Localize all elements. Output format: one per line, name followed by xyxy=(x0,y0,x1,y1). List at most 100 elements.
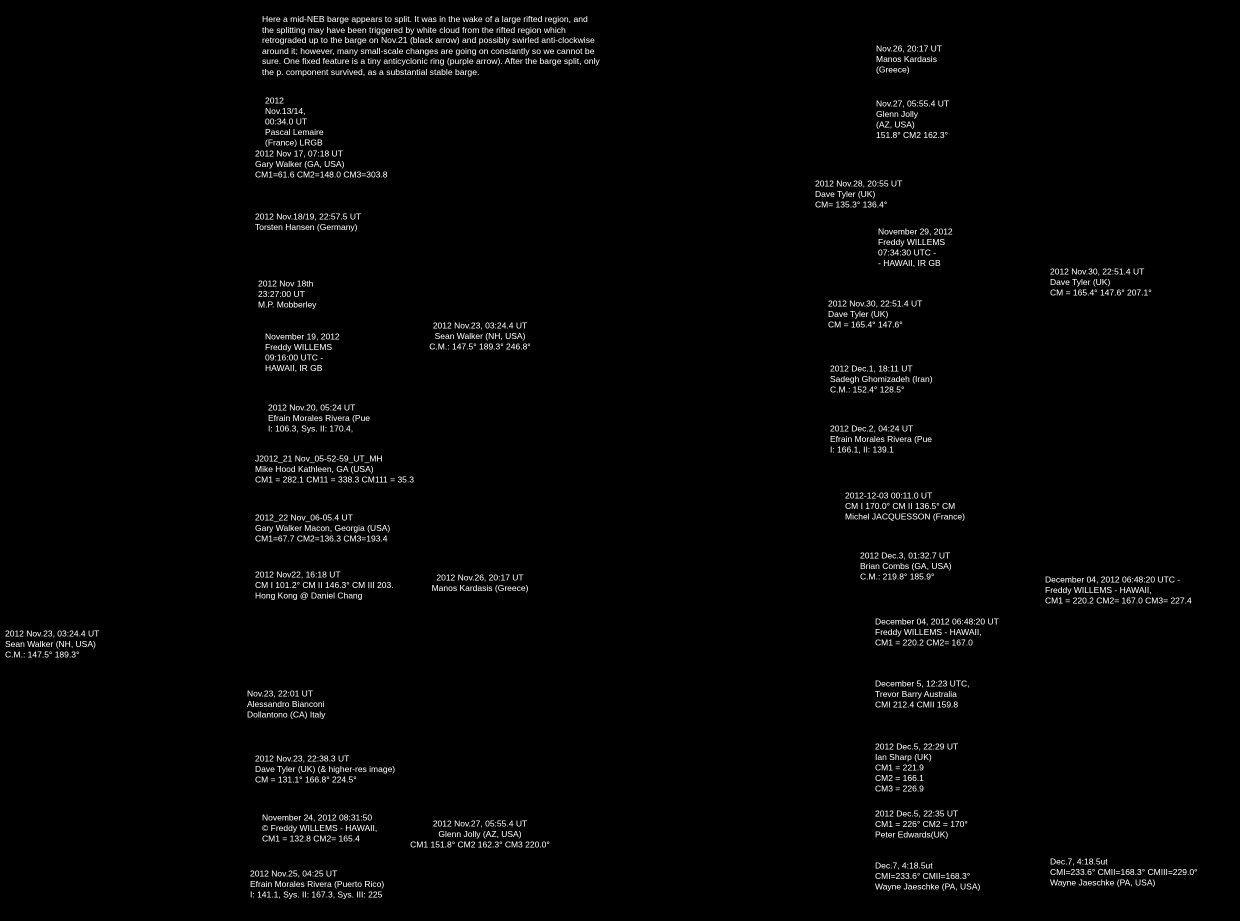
caption-line: 2012_22 Nov_06-05.4 UT xyxy=(255,512,353,522)
caption-line: 2012 xyxy=(265,95,284,105)
caption-line: Freddy WILLEMS - HAWAII, xyxy=(1045,585,1152,595)
caption-line: Dec.7, 4:18.5ut xyxy=(875,860,933,870)
caption-line: Sean Walker (NH, USA) xyxy=(5,639,96,649)
caption-line: C.M.: 219.8° 185.9° xyxy=(860,571,934,581)
caption-line: CM I 170.0° CM II 136.5° CM xyxy=(845,501,955,511)
caption-line: 2012 Nov 18th xyxy=(258,278,314,288)
caption-line: Michel JACQUESSON (France) xyxy=(845,511,965,521)
caption-line: Nov.23, 22:01 UT xyxy=(247,688,313,698)
caption-line: 2012 Nov.23, 03:24.4 UT xyxy=(433,320,527,330)
caption-line: Dave Tyler (UK) (& higher-res image) xyxy=(255,764,395,774)
caption-line: Dave Tyler (UK) xyxy=(815,189,875,199)
caption-line: Manos Kardasis xyxy=(876,54,937,64)
caption-line: 2012 Dec.1, 18:11 UT xyxy=(830,363,913,373)
caption-line: 2012 Nov22, 16:18 UT xyxy=(255,569,341,579)
caption-line: C.M.: 147.5° 189.3° 246.8° xyxy=(429,341,530,351)
caption-line: Freddy WILLEMS - HAWAII, xyxy=(875,627,982,637)
caption-line: CMI 212.4 CMII 159.8 xyxy=(875,699,958,709)
caption-line: CM1=67.7 CM2=136.3 CM3=193.4 xyxy=(255,533,388,543)
caption-line: Efrain Morales Rivera (Pue xyxy=(830,434,932,444)
caption-line: 2012 Nov.27, 05:55.4 UT xyxy=(433,818,527,828)
caption-line: Nov.27, 05:55.4 UT xyxy=(876,98,949,108)
caption-line: C.M.: 152.4° 128.5° xyxy=(830,384,904,394)
caption-line: Dollantono (CA) Italy xyxy=(247,709,326,719)
caption-line: 2012 Nov.23, 03:24.4 UT xyxy=(5,628,99,638)
caption-line: 2012 Nov.18/19, 22:57.5 UT xyxy=(255,211,361,221)
caption-line: CM = 131.1° 166.8° 224.5° xyxy=(255,774,357,784)
caption-line: 2012 Dec.5, 22:35 UT xyxy=(875,808,958,818)
caption-line: 2012 Nov.23, 22:38.3 UT xyxy=(255,753,349,763)
caption-line: (France) LRGB xyxy=(265,137,323,147)
caption-line: M.P. Mobberley xyxy=(258,299,317,309)
caption-line: CM1 = 226° CM2 = 170° xyxy=(875,819,968,829)
caption-line: J2012_21 Nov_05-52-59_UT_MH xyxy=(255,453,383,463)
caption-line: November 29, 2012 xyxy=(878,226,953,236)
caption-line: 2012 Nov.26, 20:17 UT xyxy=(436,572,523,582)
caption-line: CM2 = 166.1 xyxy=(875,773,924,783)
caption-line: 2012 Nov.30, 22:51.4 UT xyxy=(1050,266,1144,276)
caption-line: Mike Hood Kathleen, GA (USA) xyxy=(255,464,374,474)
caption-line: Wayne Jaeschke (PA, USA) xyxy=(1050,877,1156,887)
caption-line: November 24, 2012 08:31:50 xyxy=(262,812,372,822)
caption-line: CM1=61.6 CM2=148.0 CM3=303.8 xyxy=(255,169,388,179)
caption-line: 2012 Nov.25, 04:25 UT xyxy=(250,868,337,878)
caption-line: 2012 Nov.30, 22:51.4 UT xyxy=(828,298,922,308)
caption-line: 23:27:00 UT xyxy=(258,289,305,299)
caption-line: (Greece) xyxy=(876,64,910,74)
caption-line: CM= 135.3° 136.4° xyxy=(815,199,887,209)
caption-line: December 04, 2012 06:48:20 UTC - xyxy=(1045,574,1180,584)
caption-line: Sean Walker (NH, USA) xyxy=(435,331,526,341)
caption-line: CM1 151.8° CM2 162.3° CM3 220.0° xyxy=(410,839,550,849)
caption-line: 2012 Nov 17, 07:18 UT xyxy=(255,148,343,158)
caption-line: Manos Kardasis (Greece) xyxy=(432,583,529,593)
caption-line: 09:16:00 UTC - xyxy=(265,352,323,362)
caption-line: Sadegh Ghomizadeh (Iran) xyxy=(830,374,933,384)
caption-line: Hong Kong @ Daniel Chang xyxy=(255,590,363,600)
caption-line: CM1 = 282.1 CM11 = 338.3 CM111 = 35.3 xyxy=(255,474,414,484)
caption-line: CM1 = 220.2 CM2= 167.0 CM3= 227.4 xyxy=(1045,595,1192,605)
caption-line: CM1 = 220.2 CM2= 167.0 xyxy=(875,637,973,647)
caption-line: Gary Walker Macon, Georgia (USA) xyxy=(255,523,390,533)
caption-line: CM3 = 226.9 xyxy=(875,783,924,793)
caption-line: CMI=233.6° CMII=168.3° xyxy=(875,871,970,881)
caption-line: Freddy WILLEMS xyxy=(878,237,945,247)
intro-text: Here a mid-NEB barge appears to split. I… xyxy=(262,14,600,77)
caption-line: Alessandro Bianconi xyxy=(247,699,325,709)
caption-line: CM = 165.4° 147.6° 207.1° xyxy=(1050,287,1152,297)
caption-line: 00:34.0 UT xyxy=(265,116,307,126)
caption-line: (AZ, USA) xyxy=(876,119,915,129)
caption-line: Wayne Jaeschke (PA, USA) xyxy=(875,881,981,891)
caption-line: CMI=233.6° CMII=168.3° CMIII=229.0° xyxy=(1050,867,1197,877)
caption-line: C.M.: 147.5° 189.3° xyxy=(5,649,79,659)
caption-line: Trevor Barry Australia xyxy=(875,689,957,699)
caption-line: December 5, 12:23 UTC, xyxy=(875,678,969,688)
caption-line: Glenn Jolly xyxy=(876,109,919,119)
caption-line: Torsten Hansen (Germany) xyxy=(255,222,358,232)
caption-line: Brian Combs (GA, USA) xyxy=(860,561,952,571)
caption-line: CM I 101.2° CM II 146.3° CM III 203. xyxy=(255,580,394,590)
caption-line: CM1 = 221.9 xyxy=(875,762,924,772)
caption-line: Gary Walker (GA, USA) xyxy=(255,159,345,169)
caption-line: I: 166.1, II: 139.1 xyxy=(830,444,894,454)
caption-line: Glenn Jolly (AZ, USA) xyxy=(438,829,521,839)
caption-line: HAWAII, IR GB xyxy=(265,363,323,373)
caption-line: Dave Tyler (UK) xyxy=(828,309,888,319)
caption-line: Pascal Lemaire xyxy=(265,127,324,137)
caption-line: Nov.13/14, xyxy=(265,106,305,116)
caption-line: 2012 Dec.3, 01:32.7 UT xyxy=(860,550,950,560)
caption-line: CM1 = 132.8 CM2= 165.4 xyxy=(262,833,360,843)
caption-line: Dave Tyler (UK) xyxy=(1050,277,1110,287)
caption-line: 2012 Nov.20, 05:24 UT xyxy=(268,402,355,412)
caption-line: 2012 Dec.5, 22:29 UT xyxy=(875,741,958,751)
caption-line: I: 141.1, Sys. II: 167.3, Sys. III: 225 xyxy=(250,889,383,899)
caption-line: Dec.7, 4:18.5ut xyxy=(1050,856,1108,866)
caption-line: 2012-12-03 00:11.0 UT xyxy=(845,490,932,500)
caption-line: November 19, 2012 xyxy=(265,331,340,341)
caption-line: Nov.26, 20:17 UT xyxy=(876,43,942,53)
caption-line: I: 106.3, Sys. II: 170.4, xyxy=(268,423,353,433)
caption-line: 151.8° CM2 162.3° xyxy=(876,130,948,140)
caption-line: December 04, 2012 06:48:20 UT xyxy=(875,616,999,626)
caption-line: Freddy WILLEMS xyxy=(265,342,332,352)
